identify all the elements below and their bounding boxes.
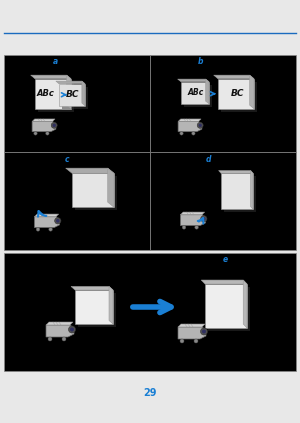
Polygon shape [62,87,88,109]
Text: a: a [52,58,58,66]
Polygon shape [78,293,116,327]
Polygon shape [243,280,247,328]
Text: c: c [65,155,69,164]
Bar [4,153,150,250]
Bar [4,253,296,371]
Text: d: d [205,155,211,164]
Polygon shape [34,217,60,228]
Circle shape [182,225,186,229]
Circle shape [70,327,74,332]
Text: BC: BC [66,90,80,99]
Polygon shape [250,75,254,109]
Circle shape [62,337,66,341]
Circle shape [199,124,202,127]
Polygon shape [35,79,71,109]
Text: e: e [222,255,228,264]
Circle shape [200,328,208,335]
Polygon shape [71,286,113,290]
Bar [150,153,296,250]
Polygon shape [180,215,206,225]
Circle shape [194,339,198,343]
Polygon shape [31,75,71,79]
Circle shape [180,339,184,343]
Text: b: b [198,58,204,66]
Polygon shape [32,121,56,132]
Circle shape [55,218,61,224]
Text: 29: 29 [143,388,157,398]
Polygon shape [108,168,114,207]
Polygon shape [201,280,247,284]
Polygon shape [46,325,74,337]
Polygon shape [59,84,85,106]
Polygon shape [32,119,55,121]
Polygon shape [178,119,201,121]
Polygon shape [221,173,253,209]
Circle shape [48,337,52,341]
Polygon shape [66,168,114,173]
Polygon shape [109,286,113,324]
Bar [4,55,150,153]
Polygon shape [178,327,206,339]
Circle shape [49,228,52,231]
Polygon shape [34,214,59,217]
Polygon shape [214,75,254,79]
Polygon shape [218,79,254,109]
Polygon shape [178,121,202,132]
Polygon shape [224,176,256,212]
Circle shape [68,326,76,333]
Polygon shape [208,287,250,331]
Circle shape [197,122,203,128]
Polygon shape [180,212,205,215]
Polygon shape [184,85,212,107]
Polygon shape [75,290,113,324]
Text: ABc: ABc [36,89,54,98]
Polygon shape [181,82,209,104]
Polygon shape [46,322,73,325]
Polygon shape [67,75,71,109]
Circle shape [202,217,206,221]
Circle shape [36,228,40,231]
Polygon shape [75,176,117,210]
Circle shape [195,225,198,229]
Polygon shape [178,324,205,327]
Polygon shape [250,170,253,209]
Polygon shape [206,79,209,104]
Circle shape [56,219,60,222]
Circle shape [202,330,206,333]
Bar [150,55,296,153]
Circle shape [52,124,56,127]
Polygon shape [205,284,247,328]
Polygon shape [221,82,257,112]
Circle shape [46,132,49,135]
Polygon shape [56,81,85,84]
Polygon shape [72,173,114,207]
Polygon shape [82,81,85,106]
Circle shape [180,132,183,135]
Text: ABc: ABc [188,88,204,97]
Polygon shape [178,79,209,82]
Circle shape [201,216,207,222]
Text: BC: BC [231,89,245,98]
Polygon shape [219,170,253,173]
Circle shape [34,132,37,135]
Circle shape [51,122,57,128]
Polygon shape [38,82,74,112]
Circle shape [192,132,195,135]
